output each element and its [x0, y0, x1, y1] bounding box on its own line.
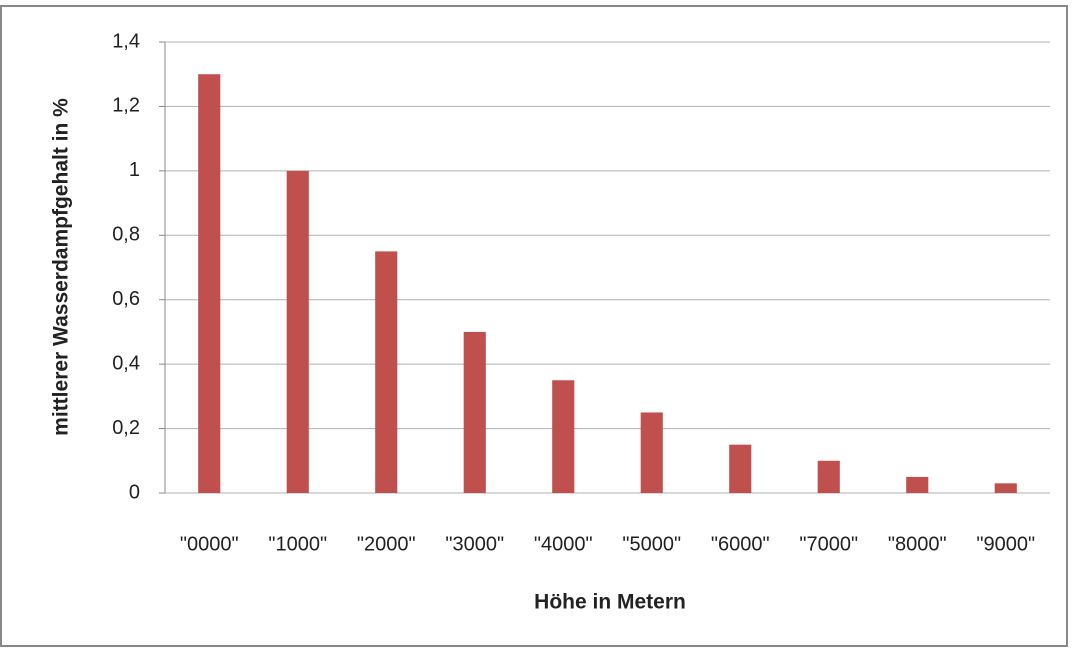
bar [640, 412, 663, 493]
bar [198, 74, 221, 493]
x-tick-label: "7000" [799, 533, 858, 555]
bar [906, 476, 929, 493]
x-tick-label: "2000" [357, 533, 416, 555]
x-tick-label: "3000" [445, 533, 504, 555]
bar [375, 251, 398, 493]
y-tick-label: 1,4 [112, 30, 140, 52]
y-tick-label: 1 [129, 159, 140, 181]
x-tick-label: "0000" [180, 533, 239, 555]
x-tick-label: "1000" [268, 533, 327, 555]
y-tick-label: 0,4 [112, 352, 140, 374]
x-tick-label: "5000" [622, 533, 681, 555]
y-tick-label: 0,2 [112, 417, 140, 439]
chart-frame [0, 5, 1068, 647]
bar [729, 444, 752, 493]
y-tick-label: 0,6 [112, 288, 140, 310]
y-tick-label: 0,8 [112, 224, 140, 246]
bar [463, 331, 486, 493]
y-tick-label: 1,2 [112, 95, 140, 117]
x-tick-label: "8000" [888, 533, 947, 555]
bar [994, 483, 1017, 493]
x-axis-title: Höhe in Metern [534, 591, 686, 614]
bar [552, 380, 575, 493]
y-tick-label: 0 [129, 481, 140, 503]
x-tick-label: "4000" [534, 533, 593, 555]
bar [817, 460, 840, 493]
y-axis-title: mittlerer Wasserdampfgehalt in % [50, 98, 73, 436]
x-tick-label: "6000" [711, 533, 770, 555]
bar [286, 170, 309, 493]
x-tick-label: "9000" [976, 533, 1035, 555]
